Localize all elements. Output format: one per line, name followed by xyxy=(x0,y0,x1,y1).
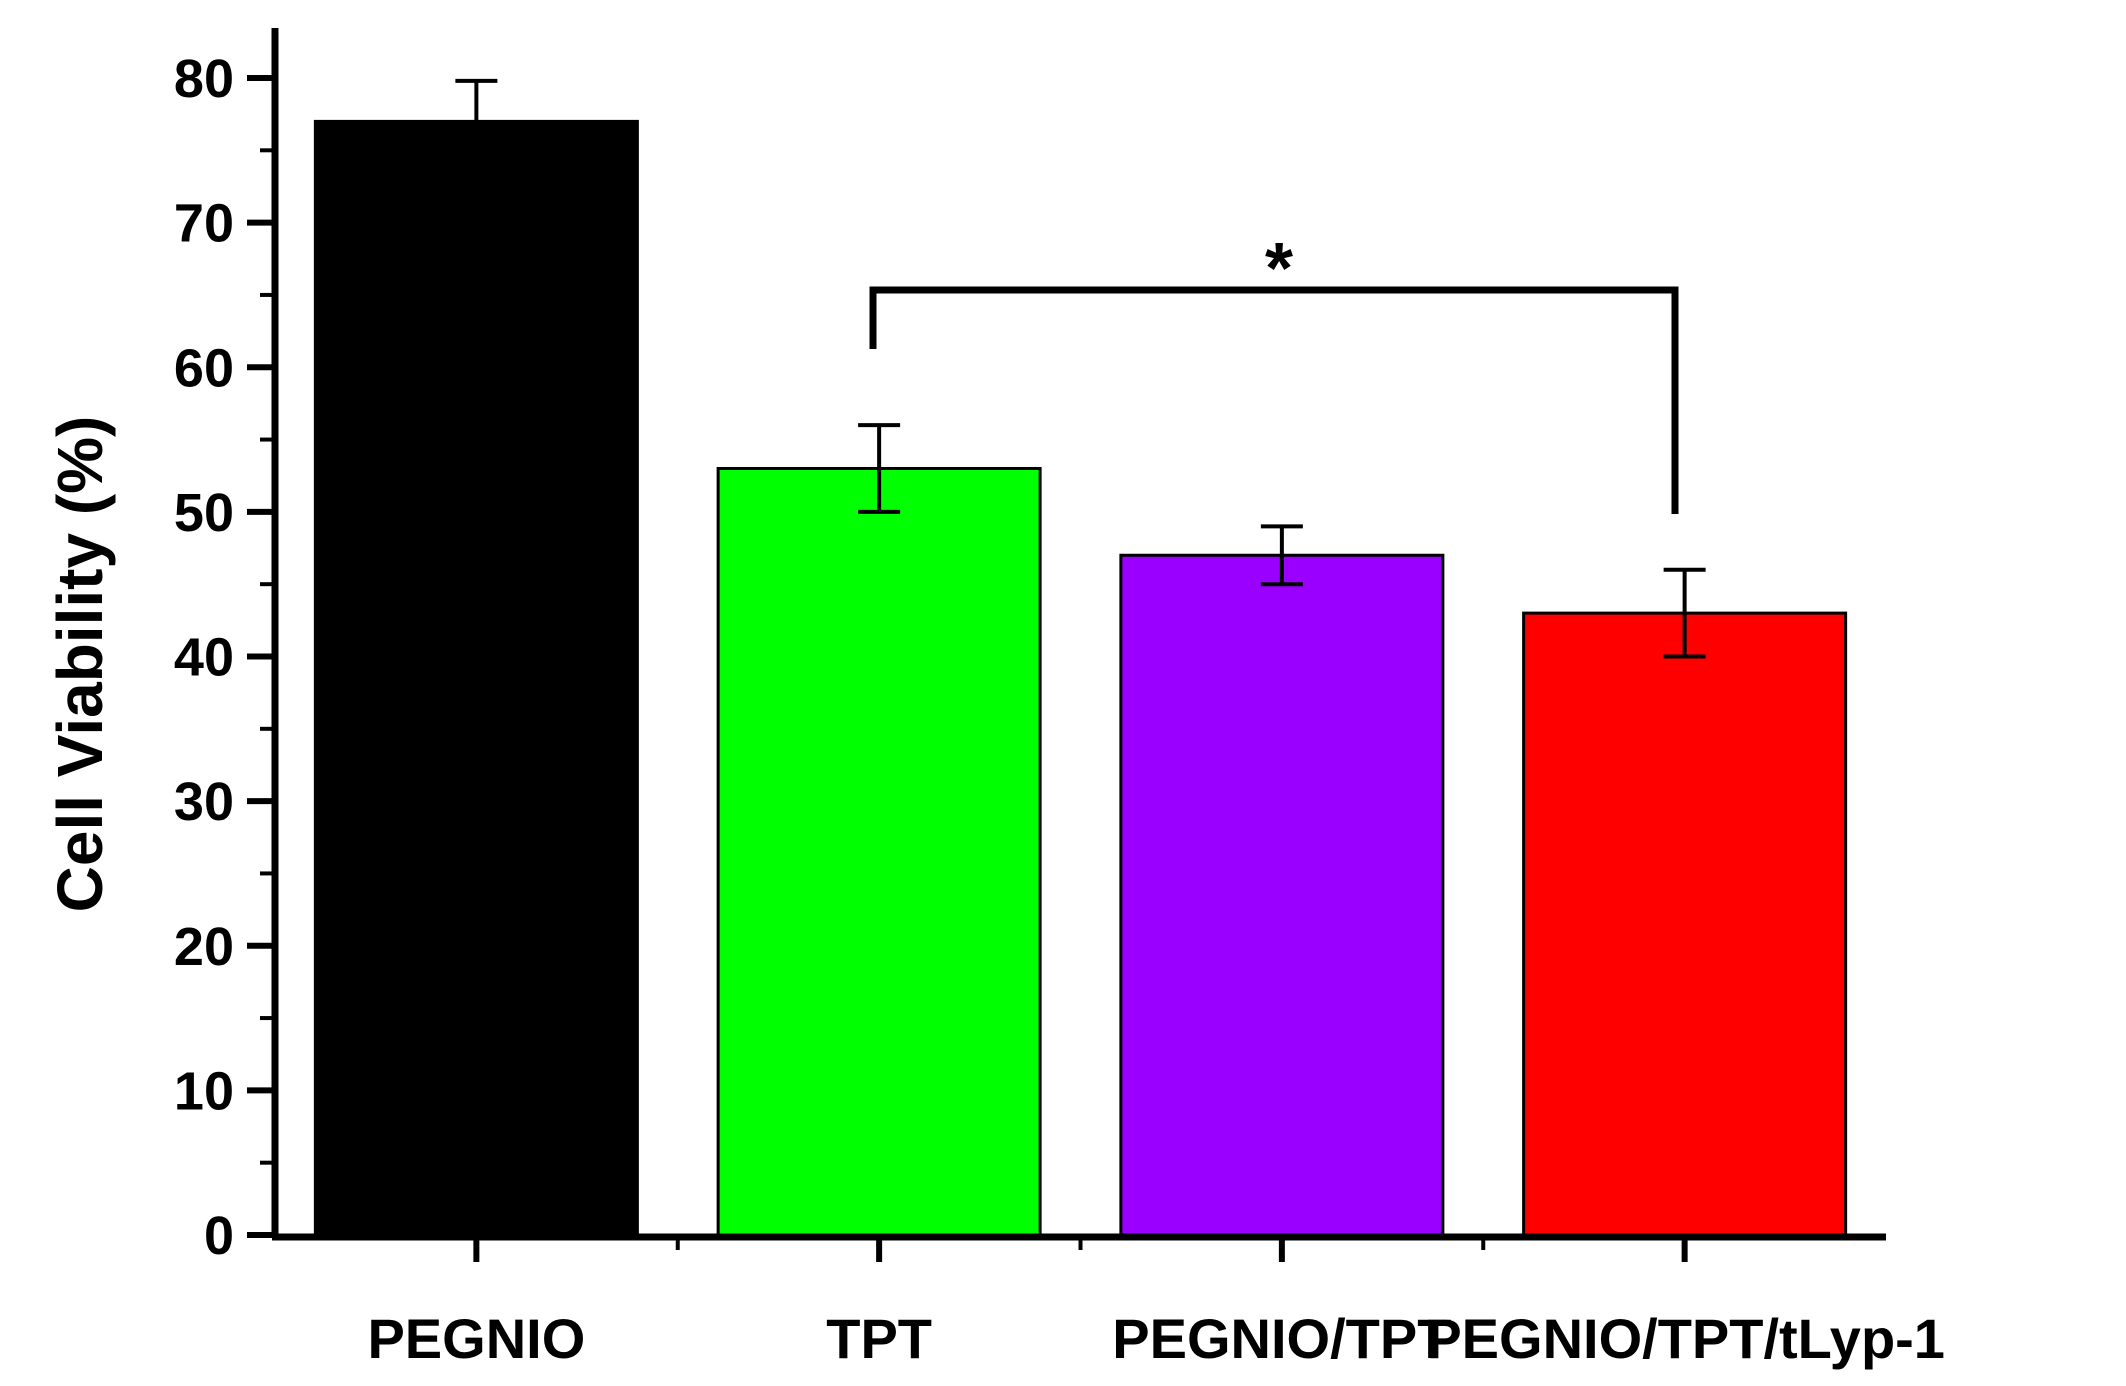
bar-0 xyxy=(313,119,639,1237)
error-bars-layer xyxy=(455,78,1706,659)
y-tick-label-0: 0 xyxy=(204,1206,234,1266)
x-tick-label-1: TPT xyxy=(826,1307,932,1370)
y-tick-label-3: 30 xyxy=(174,772,234,832)
y-ticks-layer: 0 10 20 30 40 50 60 70 80 xyxy=(174,49,275,1266)
y-tick-label-7: 70 xyxy=(174,194,234,254)
x-tick-label-0: PEGNIO xyxy=(367,1307,585,1370)
x-tick-label-3: PEGNIO/TPT/tLyp-1 xyxy=(1424,1307,1945,1370)
bar-1 xyxy=(716,466,1042,1237)
y-axis-label: Cell Viability (%) xyxy=(44,416,116,913)
y-tick-label-1: 10 xyxy=(174,1061,234,1121)
y-tick-label-8: 80 xyxy=(174,49,234,109)
bar-2 xyxy=(1119,553,1445,1237)
y-tick-label-2: 20 xyxy=(174,917,234,977)
x-tick-label-2: PEGNIO/TPT xyxy=(1112,1307,1451,1370)
significance-bracket-line xyxy=(869,286,1679,514)
bar-3 xyxy=(1522,611,1848,1237)
y-tick-label-5: 50 xyxy=(174,483,234,543)
y-tick-label-4: 40 xyxy=(174,628,234,688)
significance-label: * xyxy=(1265,229,1293,309)
y-tick-label-6: 60 xyxy=(174,338,234,398)
significance-bracket: * xyxy=(869,229,1679,514)
